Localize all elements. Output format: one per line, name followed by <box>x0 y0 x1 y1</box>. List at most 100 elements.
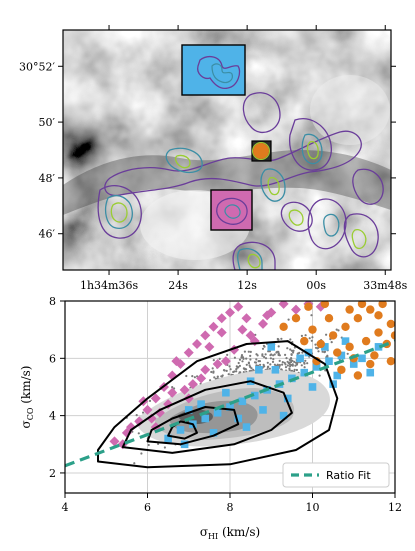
field-point <box>301 351 304 354</box>
orange-circle-point <box>366 359 375 369</box>
field-point <box>252 368 255 371</box>
blue-square-point <box>226 403 234 411</box>
blue-square-point <box>164 434 172 443</box>
blue-square-point <box>250 391 259 400</box>
orange-circle-point <box>370 351 379 360</box>
field-point <box>288 368 291 371</box>
field-point <box>267 350 270 353</box>
field-point <box>213 376 216 379</box>
map-image <box>63 30 391 270</box>
orange-circle-point <box>361 336 371 346</box>
field-point <box>284 366 288 369</box>
field-point <box>216 375 219 378</box>
field-point <box>272 354 275 357</box>
field-point <box>249 354 252 357</box>
orange-circle-point <box>308 325 317 334</box>
blue-square-point <box>304 348 313 357</box>
field-point <box>171 386 174 389</box>
field-point <box>290 369 294 372</box>
blue-square-point <box>279 411 288 420</box>
field-point <box>318 374 321 377</box>
blue-square-point <box>238 397 247 406</box>
field-point <box>308 337 311 340</box>
field-point <box>266 366 269 369</box>
field-point <box>278 359 281 362</box>
field-point <box>292 351 295 354</box>
field-point <box>209 379 212 382</box>
field-point <box>285 357 288 360</box>
blue-square-point <box>213 408 222 417</box>
field-point <box>290 357 293 360</box>
field-point <box>304 359 307 362</box>
field-point <box>245 357 248 360</box>
field-point <box>277 352 280 355</box>
field-point <box>263 355 266 359</box>
orange-circle-point <box>304 302 313 311</box>
blue-square-point <box>308 383 317 391</box>
field-point <box>337 329 340 332</box>
orange-circle-point <box>300 336 309 346</box>
field-point <box>249 358 252 361</box>
field-point <box>137 432 140 435</box>
pink-diamond-point <box>167 387 178 398</box>
field-point <box>226 353 229 356</box>
density-contour-core <box>167 420 198 440</box>
orange-circle-point <box>341 322 350 331</box>
blue-square-point <box>201 414 210 423</box>
field-point <box>235 368 238 371</box>
blue-square-point <box>312 363 321 371</box>
map-dec-tick-label: 50′ <box>39 116 56 129</box>
orange-circle-point <box>386 356 395 366</box>
pink-diamond-point <box>220 356 231 367</box>
pink-diamond-point <box>146 413 157 424</box>
field-point <box>266 361 269 364</box>
field-point <box>264 357 268 360</box>
field-point <box>289 338 292 341</box>
pink-diamond-point <box>200 364 211 375</box>
field-point <box>304 334 307 337</box>
field-point <box>278 363 281 367</box>
region-blue <box>181 44 246 96</box>
x-axis-label: σHI (km/s) <box>200 525 260 541</box>
field-point <box>280 337 283 340</box>
field-point <box>325 333 328 336</box>
field-point <box>225 369 228 372</box>
orange-circle-point <box>291 313 301 323</box>
field-point <box>254 361 258 364</box>
field-point <box>321 350 324 353</box>
map-dec-tick-label: 48′ <box>39 172 56 185</box>
orange-circle-point <box>324 313 334 323</box>
pink-diamond-point <box>134 416 145 427</box>
field-point <box>314 343 317 346</box>
map-ra-ticks: 1h34m36s 24s 12s 00s 33m48s <box>80 25 408 292</box>
blue-square-point <box>222 388 230 397</box>
pink-diamond-point <box>179 384 190 395</box>
scatter-y-ticks: 2 4 6 8 <box>49 295 65 480</box>
field-point <box>223 369 226 372</box>
field-point <box>240 354 244 357</box>
legend-label-ratio-fit: Ratio Fit <box>326 469 371 482</box>
field-point <box>303 366 306 369</box>
field-point <box>243 350 246 353</box>
field-point <box>212 359 215 362</box>
field-point <box>228 365 231 368</box>
field-point <box>300 364 303 367</box>
field-point <box>237 361 240 365</box>
field-point <box>290 349 293 352</box>
field-point <box>262 344 265 347</box>
blue-square-point <box>300 368 309 377</box>
field-point <box>272 358 275 361</box>
pink-diamond-point <box>126 422 136 433</box>
map-dec-ticks: 30°52′ 50′ 48′ 46′ <box>19 60 396 241</box>
y-axis-label: σCO (km/s) <box>19 366 35 429</box>
field-point <box>269 357 272 360</box>
field-point <box>242 357 245 360</box>
field-point <box>324 369 327 372</box>
field-point <box>235 365 238 368</box>
map-dec-tick-label: 30°52′ <box>19 60 55 73</box>
field-point <box>249 350 252 353</box>
field-point <box>281 363 284 366</box>
orange-circle-point <box>390 331 395 340</box>
blue-square-point <box>234 414 243 423</box>
field-point <box>238 364 241 367</box>
